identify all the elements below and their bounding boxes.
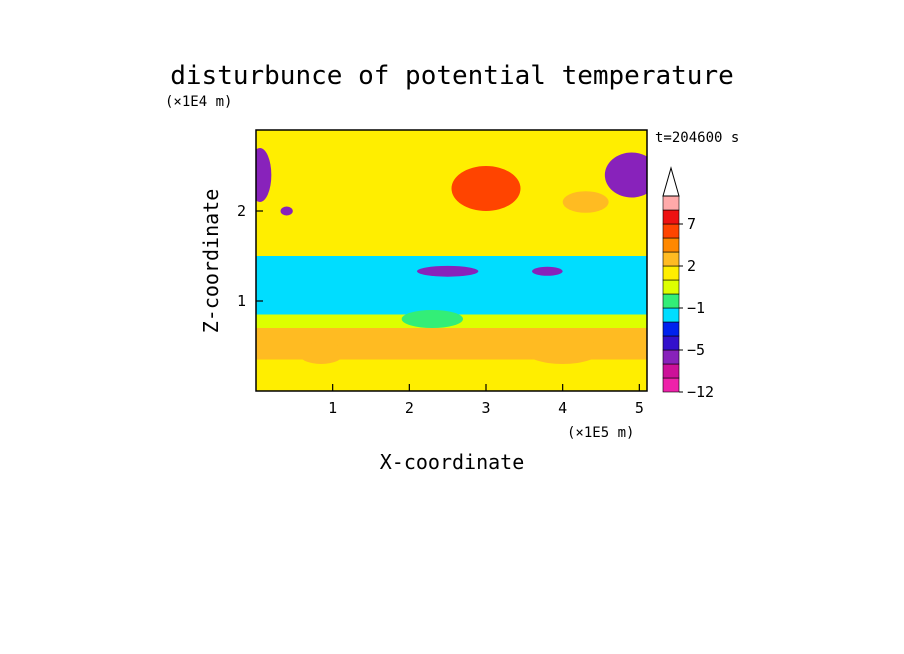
colorbar-swatch	[662, 279, 680, 295]
colorbar-label: −5	[687, 341, 705, 359]
contour-feature	[280, 206, 293, 216]
contour-feature	[524, 337, 602, 364]
colorbar-swatch	[662, 209, 680, 225]
colorbar-label: −12	[687, 383, 714, 401]
contour-feature	[256, 148, 272, 202]
colorbar-swatch	[662, 265, 680, 281]
colorbar-label: 7	[687, 215, 696, 233]
x-axis-ticks: 1 2 3 4 5	[328, 384, 644, 417]
contour-feature	[401, 310, 464, 328]
colorbar-swatch	[662, 349, 680, 365]
colorbar-swatch	[662, 335, 680, 351]
colorbar-swatch	[662, 377, 680, 393]
chart-title: disturbunce of potential temperature	[170, 61, 734, 91]
contour-band	[256, 256, 647, 315]
colorbar-swatch	[662, 237, 680, 253]
y-tick-label: 2	[237, 202, 246, 220]
colorbar: 7 2 −1 −5 −12	[662, 166, 714, 401]
y-axis-ticks: 12	[237, 202, 263, 310]
x-axis-title: X-coordinate	[380, 450, 525, 474]
x-tick-label: 5	[635, 399, 644, 417]
contour-feature	[562, 191, 609, 213]
colorbar-swatch	[662, 293, 680, 309]
contour-feature	[604, 152, 647, 198]
contour-feature	[298, 342, 345, 365]
x-unit-label: (×1E5 m)	[567, 425, 634, 441]
colorbar-swatch	[662, 307, 680, 323]
y-axis-title: Z-coordinate	[199, 189, 223, 334]
colorbar-swatch	[662, 223, 680, 239]
colorbar-swatch	[662, 321, 680, 337]
colorbar-label: 2	[687, 257, 696, 275]
colorbar-label: −1	[687, 299, 705, 317]
colorbar-swatch	[662, 363, 680, 379]
contour-feature	[532, 266, 563, 276]
plot-frame	[255, 129, 648, 392]
time-label: t=204600 s	[655, 130, 739, 146]
x-tick-label: 2	[405, 399, 414, 417]
x-tick-label: 3	[481, 399, 490, 417]
x-tick-label: 4	[558, 399, 567, 417]
x-tick-label: 1	[328, 399, 337, 417]
colorbar-swatch	[662, 195, 680, 211]
contour-feature	[417, 265, 479, 277]
contour-band	[256, 359, 647, 391]
y-unit-label: (×1E4 m)	[165, 94, 232, 110]
colorbar-extend-arrow	[662, 166, 680, 197]
colorbar-swatch	[662, 251, 680, 267]
y-tick-label: 1	[237, 292, 246, 310]
contour-feature	[451, 166, 521, 211]
contour-field	[256, 130, 647, 391]
